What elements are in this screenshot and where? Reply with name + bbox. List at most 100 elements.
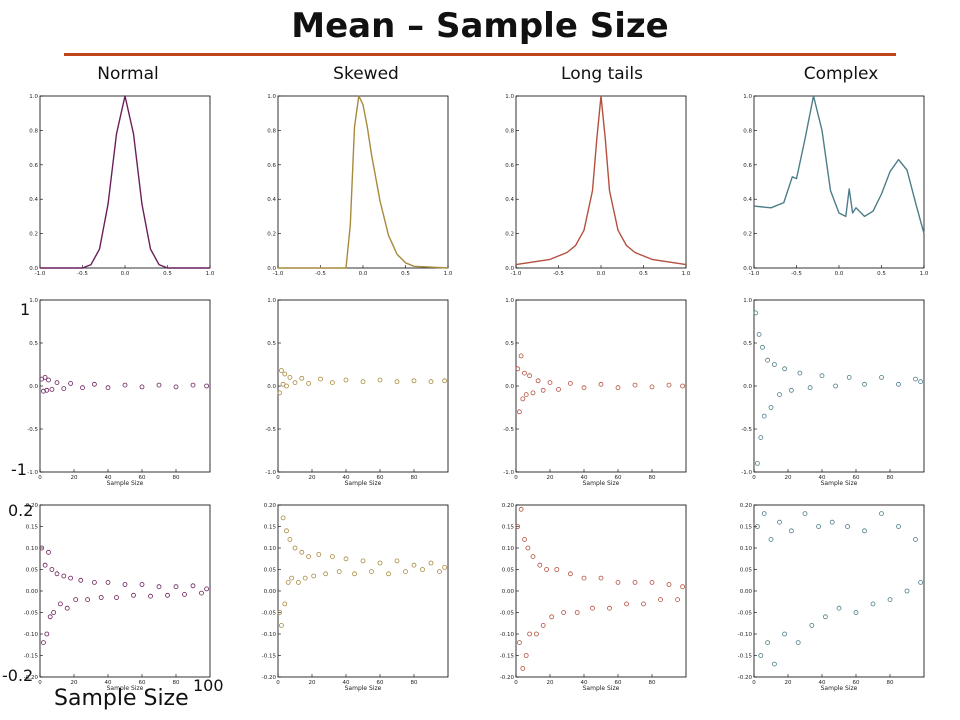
chart-mean-complex-x-tick-label: 20 [785,475,792,481]
chart-density-normal-y-tick-label: 0.0 [29,266,38,272]
chart-mean-zoom-complex-point [845,524,850,529]
chart-mean-zoom-long-tails-point [632,580,638,585]
chart-mean-zoom-long-tails-y-tick-label: 0.20 [502,503,515,509]
chart-mean-zoom-complex-point [765,640,770,645]
chart-mean-long-tails-point [518,353,524,359]
chart-mean-complex-y-tick-label: 0.5 [743,341,752,347]
chart-mean-normal-point [44,387,50,393]
chart-mean-zoom-normal-point [114,595,119,600]
chart-mean-long-tails-y-tick-label: 0.0 [505,384,514,390]
chart-mean-long-tails-point [581,385,587,391]
chart-mean-zoom-long-tails-x-tick-label: 20 [547,680,554,686]
chart-mean-zoom-normal-point [42,562,48,568]
chart-mean-complex-point [768,405,774,410]
chart-mean-complex-point [765,357,770,363]
chart-mean-zoom-long-tails-point [515,524,521,529]
chart-density-normal-y-tick-label: 0.8 [29,128,38,134]
chart-mean-long-tails-point [520,396,526,402]
chart-mean-skewed-x-tick-label: 0 [276,475,280,481]
chart-mean-long-tails-point [568,380,573,386]
chart-mean-zoom-normal-point [204,586,210,592]
chart-mean-zoom-long-tails-point [675,597,680,602]
chart-density-normal-x-tick-label: 1.0 [206,271,215,277]
chart-mean-zoom-skewed-point [360,558,366,564]
chart-mean-long-tails: 0 20 40 60 80 -1.0 -0.5 0.0 0.5 1.0 Sample Size [503,298,687,487]
chart-mean-zoom-normal-point [173,584,179,590]
chart-mean-zoom-complex-point [853,610,859,615]
chart-mean-zoom-long-tails-point [518,506,524,512]
chart-mean-zoom-complex-point [789,528,794,534]
chart-mean-long-tails-point [598,381,604,387]
chart-mean-normal-point [105,385,111,391]
chart-mean-long-tails-x-tick-label: 80 [649,475,656,481]
chart-density-long-tails-x-tick-label: -0.5 [553,271,564,277]
title-rule [64,53,896,56]
chart-mean-normal-y-tick-label: 1.0 [29,298,38,304]
chart-mean-skewed-point [278,368,284,373]
chart-mean-normal-x-tick-label: 20 [71,475,78,481]
chart-mean-skewed-point [343,377,349,383]
chart-mean-zoom-long-tails-y-tick-label: 0.15 [502,525,515,531]
chart-density-complex-y-tick-label: 0.8 [743,128,752,134]
chart-mean-complex-point [918,379,923,385]
chart-mean-zoom-normal-y-tick-label: 0.10 [26,546,39,552]
chart-mean-normal-point [139,384,145,390]
chart-mean-zoom-long-tails-point [523,653,529,658]
chart-mean-normal-point [41,388,46,394]
chart-density-long-tails-density-line [515,95,687,266]
chart-density-skewed-x-tick-label: -1.0 [273,271,284,277]
chart-mean-zoom-complex-y-tick-label: -0.15 [738,654,753,660]
chart-density-complex: -1.0 -0.5 0.0 0.5 1.0 0.0 0.2 0.4 0.6 0.8 1.0 [743,94,929,277]
chart-mean-zoom-skewed-x-tick-label: 60 [377,680,384,686]
chart-density-skewed-y-tick-label: 0.0 [267,266,276,272]
chart-density-long-tails-y-tick-label: 0.4 [505,197,514,203]
chart-mean-skewed-x-tick-label: 60 [377,475,384,481]
chart-mean-long-tails-y-tick-label: -1.0 [503,470,514,476]
chart-mean-zoom-complex-point [879,511,884,516]
chart-mean-normal-point [49,386,55,392]
chart-mean-zoom-skewed-y-tick-label: 0.20 [264,503,277,509]
chart-mean-zoom-skewed-point [428,560,434,566]
chart-mean-zoom-skewed-point [316,552,322,557]
chart-mean-zoom-complex-point [896,524,901,529]
chart-mean-zoom-long-tails-point [534,631,539,637]
chart-density-normal-density-line [40,95,210,269]
column-label-skewed: Skewed [333,64,399,84]
chart-mean-zoom-normal-y-tick-label: -0.05 [24,611,39,617]
chart-mean-zoom-long-tails-point [649,580,655,585]
chart-mean-zoom-skewed-point [403,569,408,574]
chart-mean-zoom-complex-x-tick-label: 0 [752,680,756,686]
chart-mean-zoom-skewed: 0 20 40 60 80 -0.20 -0.15 -0.10 -0.05 0.00 0.05 0.1… [262,503,449,692]
chart-mean-zoom-normal-y-tick-label: -0.15 [24,654,39,660]
chart-mean-zoom-skewed-point [277,610,283,615]
chart-density-normal-x-tick-label: 0.0 [121,271,130,277]
chart-mean-zoom-normal-point [85,597,90,602]
chart-mean-zoom-long-tails-y-tick-label: -0.20 [500,675,515,681]
chart-mean-skewed-x-tick-label: 20 [309,475,316,481]
chart-mean-zoom-complex-y-tick-label: -0.05 [738,611,753,617]
chart-mean-zoom-complex-frame [753,504,925,678]
chart-mean-normal-point [156,382,162,388]
chart-mean-complex-point [772,362,777,367]
chart-mean-skewed-y-tick-label: -1.0 [265,470,276,476]
chart-mean-zoom-complex-x-tick-label: 40 [819,680,826,686]
chart-mean-zoom-complex-x-axis-label: Sample Size [821,685,858,692]
chart-mean-zoom-long-tails-point [549,614,555,620]
chart-mean-complex-point [782,366,787,372]
chart-mean-skewed-point [394,379,400,385]
chart-mean-zoom-normal: 0 20 40 60 80 -0.20 -0.15 -0.10 -0.05 0.00 0.05 0.1… [24,503,211,692]
chart-density-long-tails-x-tick-label: -1.0 [511,271,522,277]
chart-mean-zoom-complex-y-tick-label: -0.20 [738,675,753,681]
chart-density-complex-frame [753,95,925,269]
chart-mean-zoom-skewed-point [329,554,335,559]
chart-mean-normal-point [61,386,67,392]
chart-mean-zoom-long-tails-y-tick-label: -0.05 [500,611,515,617]
chart-density-skewed-density-line [278,95,449,269]
chart-mean-long-tails-point [547,380,553,386]
chart-mean-zoom-skewed-point [343,556,349,562]
chart-mean-long-tails-point [522,370,527,376]
chart-mean-zoom-complex-point [816,524,821,529]
chart-mean-zoom-skewed-y-tick-label: -0.05 [262,611,277,617]
chart-mean-long-tails-point [649,384,655,390]
chart-mean-zoom-skewed-point [323,571,329,577]
